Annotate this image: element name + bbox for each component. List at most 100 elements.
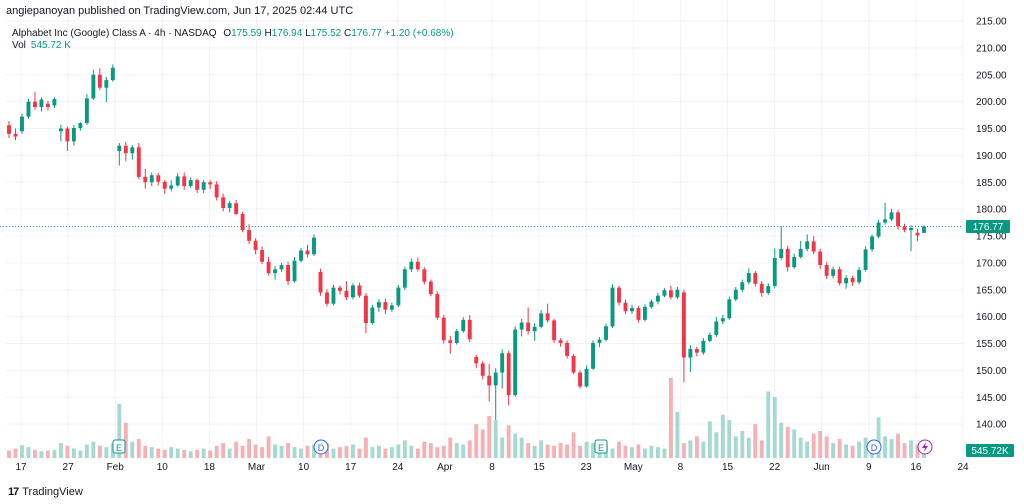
candle-body <box>526 322 531 332</box>
volume-bar <box>694 436 699 458</box>
time-tick-label: 9 <box>866 462 872 473</box>
candle-body <box>227 203 232 209</box>
candle-body <box>195 180 200 190</box>
volume-bar <box>701 441 706 458</box>
volume-bar <box>7 450 11 458</box>
candle-body <box>636 308 641 320</box>
time-tick-label: 17 <box>345 462 357 473</box>
volume-bar <box>526 443 531 458</box>
volume-bar <box>136 439 141 458</box>
event-marker-label: D <box>871 443 878 453</box>
volume-bar <box>383 448 388 458</box>
candle-body <box>850 277 855 283</box>
candle-body <box>402 269 407 288</box>
volume-bar <box>513 433 518 458</box>
chart-grid <box>6 0 964 460</box>
candle-body <box>889 212 894 220</box>
volume-bar <box>266 436 271 458</box>
price-tick-label: 155.00 <box>976 339 1007 350</box>
candle-body <box>500 353 505 373</box>
volume-bar <box>909 440 913 458</box>
volume-bar <box>837 439 842 458</box>
candle-body <box>350 285 355 298</box>
volume-bar <box>493 420 498 458</box>
volume-bar <box>720 414 725 458</box>
volume-bar <box>480 429 485 458</box>
tradingview-footer[interactable]: 17 TradingView <box>8 486 83 498</box>
candle-body <box>234 203 239 214</box>
candle-body <box>266 261 271 274</box>
volume-bar <box>766 391 771 458</box>
volume-bar <box>338 447 342 458</box>
candle-body <box>655 295 660 302</box>
candle-body <box>584 368 589 387</box>
volume-bar <box>39 451 44 458</box>
time-tick-label: 10 <box>157 462 169 473</box>
price-tick-label: 190.00 <box>976 151 1007 162</box>
time-tick-label: 8 <box>678 462 684 473</box>
candle-body <box>182 176 187 187</box>
volume-bar <box>65 445 70 458</box>
volume-bar <box>20 445 24 458</box>
time-tick-label: Mar <box>248 462 266 473</box>
candle-body <box>123 145 128 154</box>
volume-bar <box>740 430 745 458</box>
time-tick-label: 17 <box>15 462 27 473</box>
tradingview-brand: TradingView <box>22 486 83 498</box>
volume-bar <box>733 436 738 458</box>
candle-body <box>45 103 50 107</box>
volume-bar <box>831 443 836 458</box>
volume-bar <box>623 445 628 458</box>
candle-body <box>435 294 440 318</box>
price-axis[interactable]: 215.00 210.00 205.00 200.00 195.00 190.00 185.… <box>976 17 1007 431</box>
volume-bar <box>221 443 226 458</box>
volume-bar <box>617 441 621 458</box>
volume-bar <box>305 445 310 458</box>
candle-body <box>279 265 284 270</box>
volume-bar <box>850 445 855 458</box>
candle-body <box>422 269 427 282</box>
candle-body <box>214 184 219 198</box>
candle-body <box>519 322 524 330</box>
candle-body <box>857 269 862 283</box>
open-label: O <box>223 28 232 39</box>
price-tick-label: 210.00 <box>976 43 1007 54</box>
candle-body <box>71 127 76 142</box>
volume-bar <box>396 444 401 458</box>
volume-bar <box>201 448 206 458</box>
candle-body <box>740 282 745 290</box>
candle-body <box>467 319 472 340</box>
candle-body <box>643 306 647 320</box>
candle-body <box>110 67 115 81</box>
symbol-name[interactable]: Alphabet Inc (Google) Class A · 4h · NAS… <box>12 28 217 39</box>
volume-bar <box>422 441 427 458</box>
volume-bar <box>292 447 297 458</box>
last-price-value: 176.77 <box>973 222 1004 233</box>
time-axis[interactable]: 17 27 Feb 10 18 Mar 10 17 24 Apr 8 15 23 May 8 15 22 Jun 9… <box>15 462 969 473</box>
volume-bar <box>188 451 193 458</box>
candle-body <box>558 340 563 343</box>
candle-body <box>143 176 148 183</box>
volume-bar <box>273 444 278 458</box>
candle-body <box>818 251 823 266</box>
candle-body <box>331 287 336 304</box>
candle-body <box>545 313 550 321</box>
candle-body <box>156 175 161 182</box>
price-tick-label: 140.00 <box>976 420 1007 431</box>
volume-bar <box>811 433 816 458</box>
time-tick-label: 8 <box>489 462 495 473</box>
volume-bar <box>681 443 686 458</box>
volume-bar <box>857 441 862 458</box>
candle-body <box>117 145 122 152</box>
candle-body <box>753 273 758 284</box>
candle-body <box>20 116 24 132</box>
time-tick-label: Feb <box>107 462 125 473</box>
candle-body <box>688 348 693 358</box>
volume-bar <box>668 378 673 458</box>
volume-bar <box>58 443 63 458</box>
candle-body <box>130 147 135 154</box>
volume-bar <box>753 424 758 458</box>
candle-body <box>681 292 686 358</box>
price-tick-label: 160.00 <box>976 312 1007 323</box>
